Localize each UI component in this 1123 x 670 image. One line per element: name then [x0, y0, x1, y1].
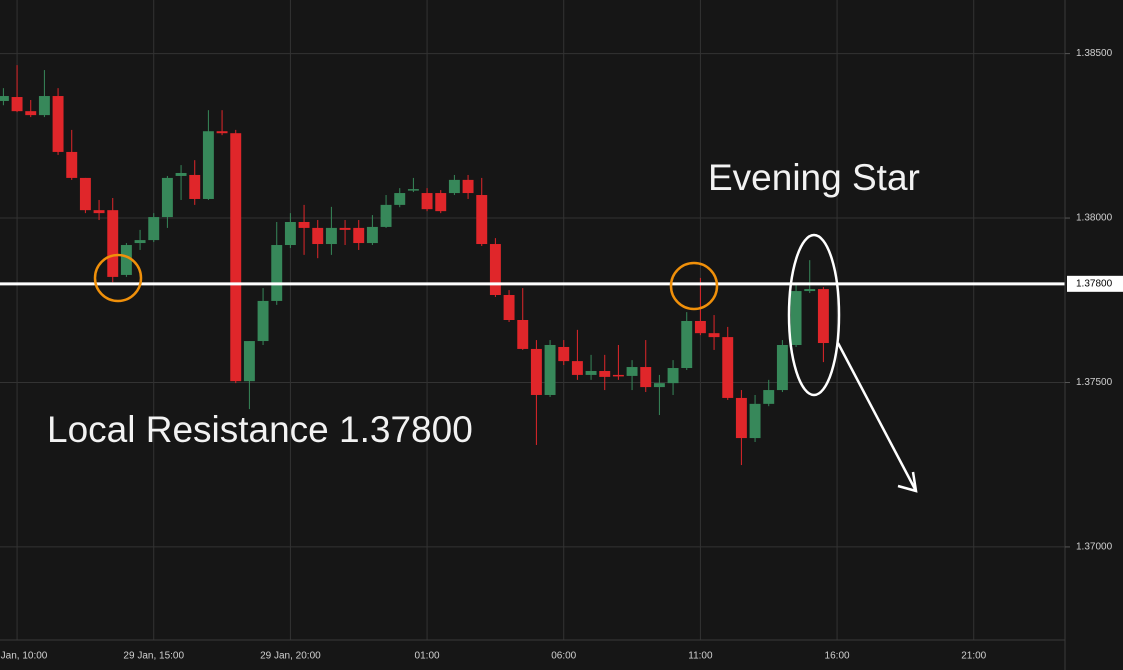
x-tick-label: Jan, 10:00: [1, 651, 48, 662]
candle-body: [284, 221, 296, 246]
candle-body: [189, 174, 201, 199]
candle-body: [790, 291, 802, 345]
candle-body: [503, 295, 515, 320]
candle-body: [489, 244, 501, 296]
candle-body: [462, 179, 474, 194]
candle-body: [175, 172, 187, 176]
candle-body: [640, 367, 652, 388]
candle-body: [585, 370, 597, 375]
candle-body: [161, 177, 173, 218]
candle-body: [380, 204, 392, 227]
candle-body: [476, 195, 488, 245]
candle-body: [517, 320, 529, 349]
candle-body: [694, 320, 706, 334]
annotation: Evening Star: [708, 157, 920, 198]
y-tick-label: 1.38000: [1076, 213, 1113, 224]
candle-body: [653, 383, 665, 388]
candle-body: [353, 227, 365, 244]
candle-body: [776, 344, 788, 391]
highlight-circle: [669, 261, 719, 311]
candle-body: [530, 348, 542, 395]
candle-body: [366, 226, 378, 244]
candle-body: [708, 333, 720, 338]
candle-body: [107, 210, 119, 277]
candle-body: [667, 368, 679, 384]
candle-body: [243, 341, 255, 382]
candle-body: [407, 189, 419, 191]
candle-body: [735, 397, 747, 439]
x-tick-label: 29 Jan, 20:00: [260, 651, 321, 662]
candle-body: [599, 370, 611, 377]
x-tick-label: 06:00: [551, 651, 576, 662]
candle-body: [202, 131, 214, 199]
x-tick-label: 11:00: [688, 651, 713, 662]
candle-body: [312, 227, 324, 245]
arrow-shaft: [836, 342, 918, 492]
highlight-circle: [93, 253, 143, 303]
candle-body: [271, 245, 283, 301]
candle-body: [79, 177, 91, 211]
candle-body: [216, 131, 228, 134]
candle-body: [0, 96, 9, 101]
x-tick-label: 21:00: [961, 651, 986, 662]
price-axis-bg: [1065, 0, 1123, 670]
candle-body: [66, 151, 78, 178]
candle-body: [52, 96, 64, 152]
candle-body: [558, 346, 570, 362]
candle-body: [749, 403, 761, 439]
x-tick-label: 29 Jan, 15:00: [123, 651, 184, 662]
candle-body: [626, 367, 638, 376]
y-tick-label: 1.37000: [1076, 542, 1113, 553]
y-tick-label: 1.38500: [1076, 48, 1113, 59]
candle-body: [394, 193, 406, 205]
candle-body: [681, 320, 693, 369]
candle-body: [325, 227, 337, 245]
candle-body: [257, 300, 269, 342]
candle-body: [148, 217, 160, 241]
candle-body: [25, 111, 37, 116]
candle-body: [120, 245, 132, 275]
candle-body: [421, 193, 433, 210]
x-tick-label: 01:00: [415, 651, 440, 662]
arrow-head: [897, 471, 918, 493]
candle-body: [544, 344, 556, 395]
candle-body: [134, 240, 146, 244]
candle-body: [448, 179, 460, 194]
down-arrow: [836, 342, 918, 493]
candle-body: [571, 361, 583, 375]
candle-body: [11, 97, 23, 112]
resistance-label-bg: [1067, 275, 1123, 292]
x-tick-label: 16:00: [825, 651, 850, 662]
candle-body: [230, 133, 242, 382]
candle-body: [612, 374, 624, 377]
y-tick-label: 1.37500: [1076, 377, 1113, 388]
annotation: Local Resistance 1.37800: [47, 409, 473, 450]
candle-body: [763, 390, 775, 404]
candle-body: [38, 96, 50, 116]
candle-body: [435, 193, 447, 212]
grid-layer: [0, 0, 1065, 640]
candle-layer: [0, 65, 829, 466]
candle-body: [298, 221, 310, 228]
candle-body: [93, 210, 105, 214]
candle-body: [817, 289, 829, 344]
candle-body: [804, 289, 816, 292]
axis-layer: 1.37000 1.37500 1.38000 1.38500 Jan, 10:00 29…: [1, 48, 1123, 662]
candle-body: [339, 227, 351, 230]
resistance-label: 1.37800: [1076, 278, 1113, 289]
candle-body: [722, 337, 734, 398]
pattern-ellipse: [787, 233, 841, 397]
